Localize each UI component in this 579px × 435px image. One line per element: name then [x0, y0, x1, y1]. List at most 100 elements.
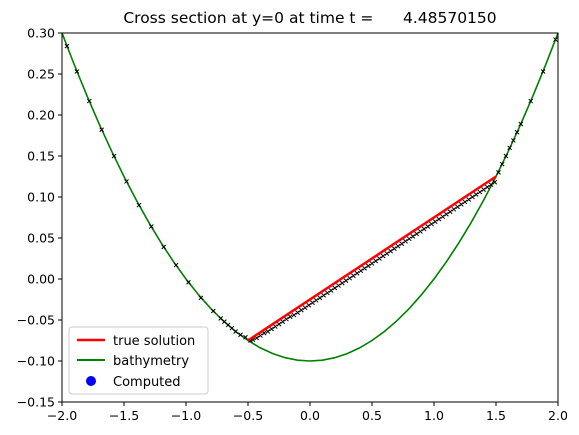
series-bathymetry-line: [62, 33, 558, 362]
x-tick-label: 1.5: [486, 408, 506, 423]
computed-point: [173, 262, 179, 268]
x-tick-label: −0.5: [233, 408, 263, 423]
computed-point: [225, 322, 231, 328]
computed-point: [365, 263, 371, 269]
series-true-solution-line: [247, 175, 497, 342]
y-tick-label: 0.10: [27, 190, 55, 205]
computed-point: [276, 321, 282, 327]
computed-point: [291, 312, 297, 318]
legend-box: [68, 326, 209, 395]
computed-point: [388, 248, 393, 254]
computed-point: [306, 302, 312, 308]
computed-point: [488, 182, 494, 188]
computed-point: [369, 261, 375, 266]
computed-point: [111, 153, 117, 159]
computed-point: [391, 246, 397, 252]
computed-point: [99, 127, 105, 133]
computed-point: [421, 226, 427, 232]
computed-point: [399, 241, 405, 247]
y-tick-label: 0.30: [27, 26, 55, 41]
computed-point: [136, 202, 142, 208]
computed-point: [395, 243, 401, 249]
computed-point: [481, 187, 486, 192]
x-tick-label: 0.0: [300, 408, 320, 423]
computed-point: [373, 258, 379, 264]
legend-swatch-computed: [86, 376, 96, 386]
x-tick-label: −2.0: [47, 408, 77, 423]
y-tick-label: −0.05: [17, 313, 55, 328]
computed-point: [233, 329, 238, 334]
plot-area: [62, 33, 558, 362]
legend-label-computed: Computed: [113, 375, 181, 390]
computed-point: [540, 69, 546, 74]
computed-point: [377, 256, 382, 261]
computed-point: [362, 265, 367, 271]
computed-point: [321, 293, 326, 298]
computed-point: [484, 184, 490, 190]
computed-point: [440, 214, 446, 220]
computed-point: [280, 319, 286, 324]
x-axis: −2.0 −1.5 −1.0 −0.5 0.0 0.5 1.0 1.5 2.0: [47, 402, 568, 423]
computed-point: [528, 98, 534, 104]
computed-point: [161, 244, 167, 250]
computed-point: [229, 325, 235, 331]
computed-point: [210, 308, 216, 314]
computed-point: [269, 326, 274, 332]
computed-point: [336, 283, 341, 288]
computed-point: [272, 324, 278, 329]
y-tick-label: 0.25: [27, 67, 55, 82]
x-tick-label: 1.0: [424, 408, 444, 423]
y-axis: −0.15 −0.10 −0.05 0.00 0.05 0.10 0.15 0.20 0.25 0…: [17, 26, 62, 410]
y-tick-label: 0.00: [27, 272, 55, 287]
computed-point: [447, 209, 453, 215]
computed-point: [284, 316, 289, 322]
computed-point: [451, 206, 457, 212]
computed-point: [317, 295, 323, 301]
computed-point: [295, 310, 300, 315]
y-tick-label: 0.20: [27, 108, 55, 123]
computed-point: [429, 221, 434, 227]
computed-point: [511, 138, 516, 143]
computed-point: [325, 290, 330, 296]
computed-point: [410, 234, 416, 239]
computed-point: [553, 37, 558, 42]
computed-point: [432, 219, 438, 224]
computed-point: [287, 314, 293, 320]
x-tick-label: −1.5: [109, 408, 139, 423]
computed-point: [354, 270, 360, 276]
computed-point: [124, 179, 129, 184]
computed-point: [380, 253, 386, 259]
computed-point: [492, 179, 498, 185]
computed-point: [313, 297, 319, 303]
x-tick-label: −1.0: [171, 408, 201, 423]
computed-point: [436, 216, 442, 222]
computed-point: [186, 279, 191, 285]
computed-point: [74, 69, 80, 74]
computed-point: [470, 194, 475, 200]
computed-point: [466, 197, 472, 202]
computed-point: [418, 229, 423, 234]
computed-point: [148, 224, 154, 229]
computed-point: [302, 305, 308, 311]
computed-point: [358, 268, 364, 274]
computed-point: [477, 189, 483, 195]
computed-point: [198, 295, 204, 301]
x-tick-label: 2.0: [548, 408, 568, 423]
computed-point: [403, 238, 408, 244]
computed-point: [503, 153, 509, 159]
computed-point: [265, 329, 271, 334]
computed-point: [64, 43, 70, 49]
computed-point: [347, 275, 353, 281]
computed-point: [444, 211, 449, 217]
computed-point: [462, 199, 468, 205]
computed-point: [507, 145, 512, 151]
y-tick-label: 0.15: [27, 149, 55, 164]
computed-point: [332, 285, 338, 291]
computed-point: [425, 224, 431, 229]
computed-point: [86, 98, 92, 104]
computed-point: [218, 316, 224, 321]
computed-point: [414, 231, 419, 237]
computed-point: [473, 192, 479, 197]
computed-point: [343, 278, 349, 283]
